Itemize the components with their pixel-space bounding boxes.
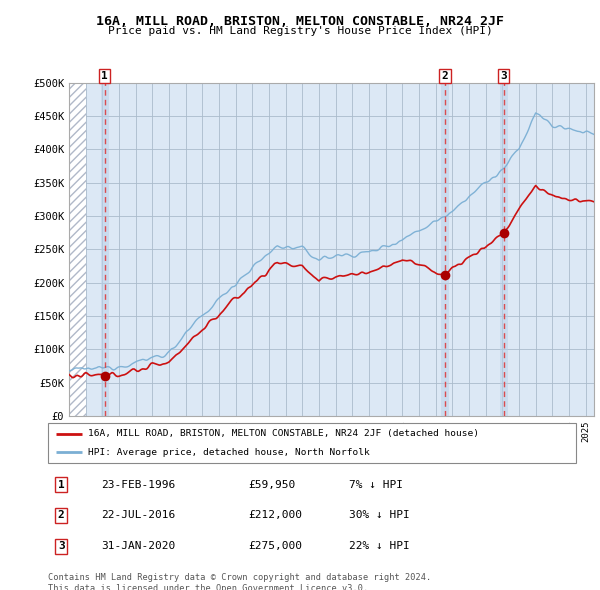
Text: 16A, MILL ROAD, BRISTON, MELTON CONSTABLE, NR24 2JF (detached house): 16A, MILL ROAD, BRISTON, MELTON CONSTABL… xyxy=(88,430,479,438)
FancyBboxPatch shape xyxy=(48,423,576,463)
Text: Contains HM Land Registry data © Crown copyright and database right 2024.
This d: Contains HM Land Registry data © Crown c… xyxy=(48,573,431,590)
Text: HPI: Average price, detached house, North Norfolk: HPI: Average price, detached house, Nort… xyxy=(88,448,370,457)
Text: 7% ↓ HPI: 7% ↓ HPI xyxy=(349,480,403,490)
Text: 22-JUL-2016: 22-JUL-2016 xyxy=(101,510,175,520)
Text: Price paid vs. HM Land Registry's House Price Index (HPI): Price paid vs. HM Land Registry's House … xyxy=(107,26,493,36)
Bar xyxy=(69,83,86,416)
Bar xyxy=(499,83,508,416)
Bar xyxy=(101,83,109,416)
Text: 2: 2 xyxy=(442,71,448,81)
Bar xyxy=(69,83,86,416)
Text: 30% ↓ HPI: 30% ↓ HPI xyxy=(349,510,410,520)
Text: 3: 3 xyxy=(500,71,507,81)
Text: 22% ↓ HPI: 22% ↓ HPI xyxy=(349,541,410,551)
Text: 1: 1 xyxy=(101,71,108,81)
Text: 16A, MILL ROAD, BRISTON, MELTON CONSTABLE, NR24 2JF: 16A, MILL ROAD, BRISTON, MELTON CONSTABL… xyxy=(96,15,504,28)
Text: £275,000: £275,000 xyxy=(248,541,302,551)
Text: 23-FEB-1996: 23-FEB-1996 xyxy=(101,480,175,490)
Bar xyxy=(441,83,449,416)
Text: £59,950: £59,950 xyxy=(248,480,296,490)
Text: 2: 2 xyxy=(58,510,65,520)
Text: 3: 3 xyxy=(58,541,65,551)
Text: 1: 1 xyxy=(58,480,65,490)
Text: 31-JAN-2020: 31-JAN-2020 xyxy=(101,541,175,551)
Text: £212,000: £212,000 xyxy=(248,510,302,520)
